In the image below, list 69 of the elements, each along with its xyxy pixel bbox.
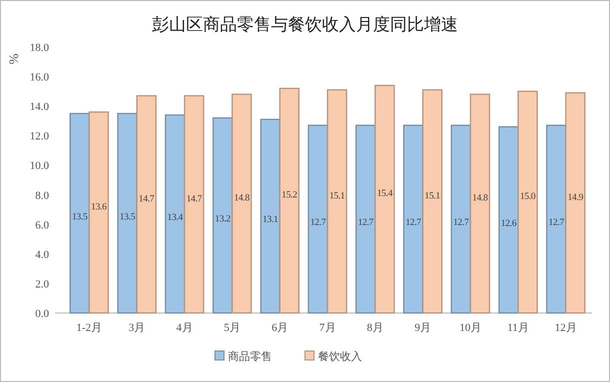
x-tick-label: 9月 — [414, 322, 432, 334]
data-label: 13.5 — [72, 212, 88, 222]
y-axis-title: % — [6, 53, 21, 64]
y-tick-label: 14.0 — [30, 101, 50, 114]
data-label: 15.4 — [376, 189, 393, 200]
chart-title: 彭山区商品零售与餐饮收入月度同比增速 — [152, 15, 458, 34]
legend-label: 餐饮收入 — [318, 350, 362, 363]
data-label: 15.1 — [329, 191, 346, 202]
x-tick-label: 12月 — [554, 322, 577, 334]
bar — [136, 95, 157, 314]
bar — [470, 94, 490, 314]
y-tick-label: 0.0 — [35, 308, 50, 320]
data-label: 13.6 — [91, 202, 107, 213]
bar — [422, 89, 442, 314]
bar — [212, 117, 233, 314]
bar — [260, 118, 280, 314]
y-tick-label: 4.0 — [35, 248, 50, 261]
y-tick-label: 18.0 — [30, 42, 50, 54]
bar — [546, 124, 566, 314]
bar — [518, 90, 538, 314]
y-tick-label: 10.0 — [30, 160, 50, 172]
bar — [374, 84, 395, 314]
data-label: 12.7 — [358, 218, 374, 228]
data-label: 12.7 — [548, 218, 565, 228]
data-label: 14.8 — [234, 194, 250, 204]
data-label: 12.6 — [500, 218, 517, 229]
x-tick-label: 5月 — [224, 322, 240, 334]
data-label: 13.2 — [214, 214, 231, 224]
bar — [232, 94, 252, 314]
data-label: 14.9 — [568, 192, 584, 203]
y-tick-label: 16.0 — [30, 72, 50, 84]
data-label: 12.7 — [453, 218, 470, 228]
data-label: 13.5 — [120, 212, 136, 222]
y-tick-label: 6.0 — [35, 219, 50, 232]
bar — [403, 124, 424, 314]
bar — [88, 111, 109, 314]
data-label: 14.8 — [472, 194, 488, 204]
data-label: 13.1 — [262, 215, 279, 226]
x-tick-label: 1-2月 — [76, 322, 102, 334]
data-label: 12.7 — [406, 218, 422, 228]
bar — [308, 124, 328, 314]
data-label: 14.7 — [138, 194, 155, 204]
bar — [355, 124, 376, 314]
x-tick-label: 6月 — [272, 322, 288, 334]
bar — [565, 92, 586, 314]
bar — [326, 89, 348, 314]
y-tick-label: 8.0 — [35, 190, 50, 202]
data-label: 15.2 — [282, 190, 298, 201]
y-tick-label: 12.0 — [30, 130, 50, 143]
legend-label: 商品零售 — [228, 350, 272, 363]
x-tick-label: 3月 — [128, 322, 146, 334]
data-label: 15.1 — [424, 191, 441, 202]
x-tick-label: 8月 — [366, 322, 384, 334]
x-tick-label: 4月 — [176, 322, 193, 334]
bar — [450, 124, 472, 314]
x-tick-label: 7月 — [319, 322, 336, 334]
bar — [70, 112, 90, 314]
bar — [498, 126, 519, 314]
data-label: 12.7 — [310, 218, 326, 228]
bar — [164, 114, 186, 314]
data-label: 15.0 — [520, 192, 536, 202]
bar — [117, 112, 138, 314]
y-tick-label: 2.0 — [35, 278, 50, 290]
data-label: 14.7 — [186, 194, 202, 204]
data-label: 13.4 — [167, 212, 184, 223]
x-tick-label: 10月 — [459, 322, 482, 334]
x-tick-label: 11月 — [507, 322, 529, 334]
bar — [279, 88, 300, 314]
bar — [184, 95, 204, 314]
